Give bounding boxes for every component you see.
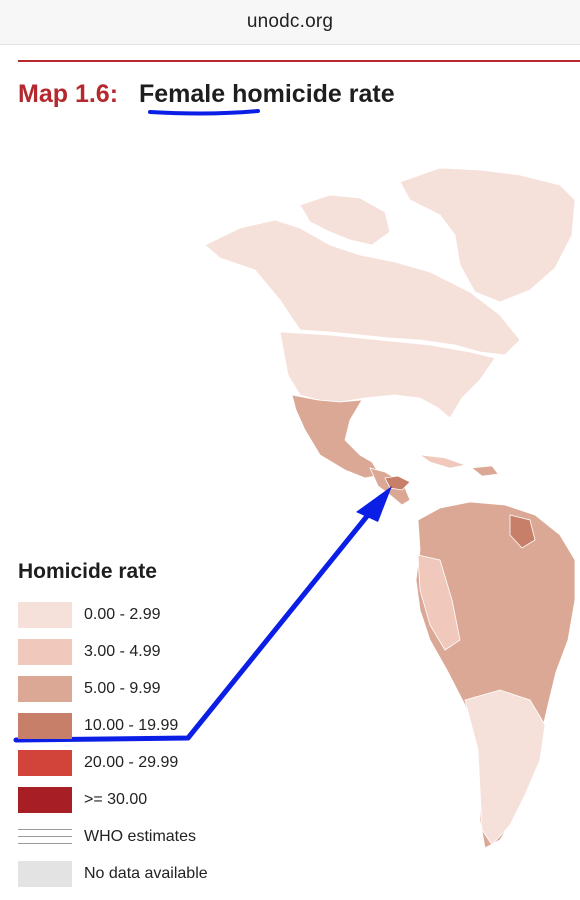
legend-label-who: WHO estimates (84, 827, 197, 845)
no-data-swatch (18, 860, 72, 887)
annotation-underline (148, 109, 260, 116)
legend-row: 10.00 - 19.99 (18, 707, 278, 744)
browser-address-bar[interactable]: unodc.org (0, 0, 580, 45)
legend-row: >= 30.00 (18, 781, 278, 818)
peru-region (417, 554, 461, 651)
legend-title: Homicide rate (18, 560, 157, 583)
who-estimates-swatch (18, 827, 72, 847)
legend-row: 20.00 - 29.99 (18, 744, 278, 781)
canada-region (204, 219, 521, 356)
legend-label: >= 30.00 (84, 790, 148, 808)
honduras-region (384, 475, 411, 491)
legend-label: 3.00 - 4.99 (84, 642, 161, 660)
legend-swatch (18, 786, 72, 813)
greenland-region (399, 167, 576, 303)
url-text: unodc.org (246, 11, 334, 32)
legend-swatch (18, 638, 72, 665)
legend-swatch (18, 675, 72, 702)
legend-swatch (18, 712, 72, 739)
legend-label: 20.00 - 29.99 (84, 753, 179, 771)
map-title-text: Female homicide rate (138, 80, 395, 108)
legend-row: 0.00 - 2.99 (18, 596, 278, 633)
legend-label-no-data: No data available (84, 864, 208, 882)
legend-label: 5.00 - 9.99 (84, 679, 161, 697)
cuba-region (419, 454, 467, 469)
legend-swatch (18, 601, 72, 628)
map-title: Map 1.6: Female homicide rate (18, 80, 395, 109)
legend-row: 3.00 - 4.99 (18, 633, 278, 670)
legend-row-no-data: No data available (18, 855, 278, 892)
mexico-region (291, 394, 381, 479)
hispaniola-region (471, 465, 499, 477)
legend: Homicide rate 0.00 - 2.99 3.00 - 4.99 5.00… (18, 560, 278, 892)
legend-swatch (18, 749, 72, 776)
legend-label: 10.00 - 19.99 (84, 716, 179, 734)
legend-label: 0.00 - 2.99 (84, 605, 161, 623)
annotation-arrowhead (356, 486, 392, 522)
legend-row: 5.00 - 9.99 (18, 670, 278, 707)
annotation-arrow-line (13, 507, 375, 743)
legend-row-who: WHO estimates (18, 818, 278, 855)
canada-arctic-region (299, 194, 391, 246)
guyana-region (509, 514, 536, 549)
map-number: Map 1.6: (18, 80, 119, 108)
southern-cone-region (464, 689, 546, 846)
title-rule (18, 60, 580, 62)
